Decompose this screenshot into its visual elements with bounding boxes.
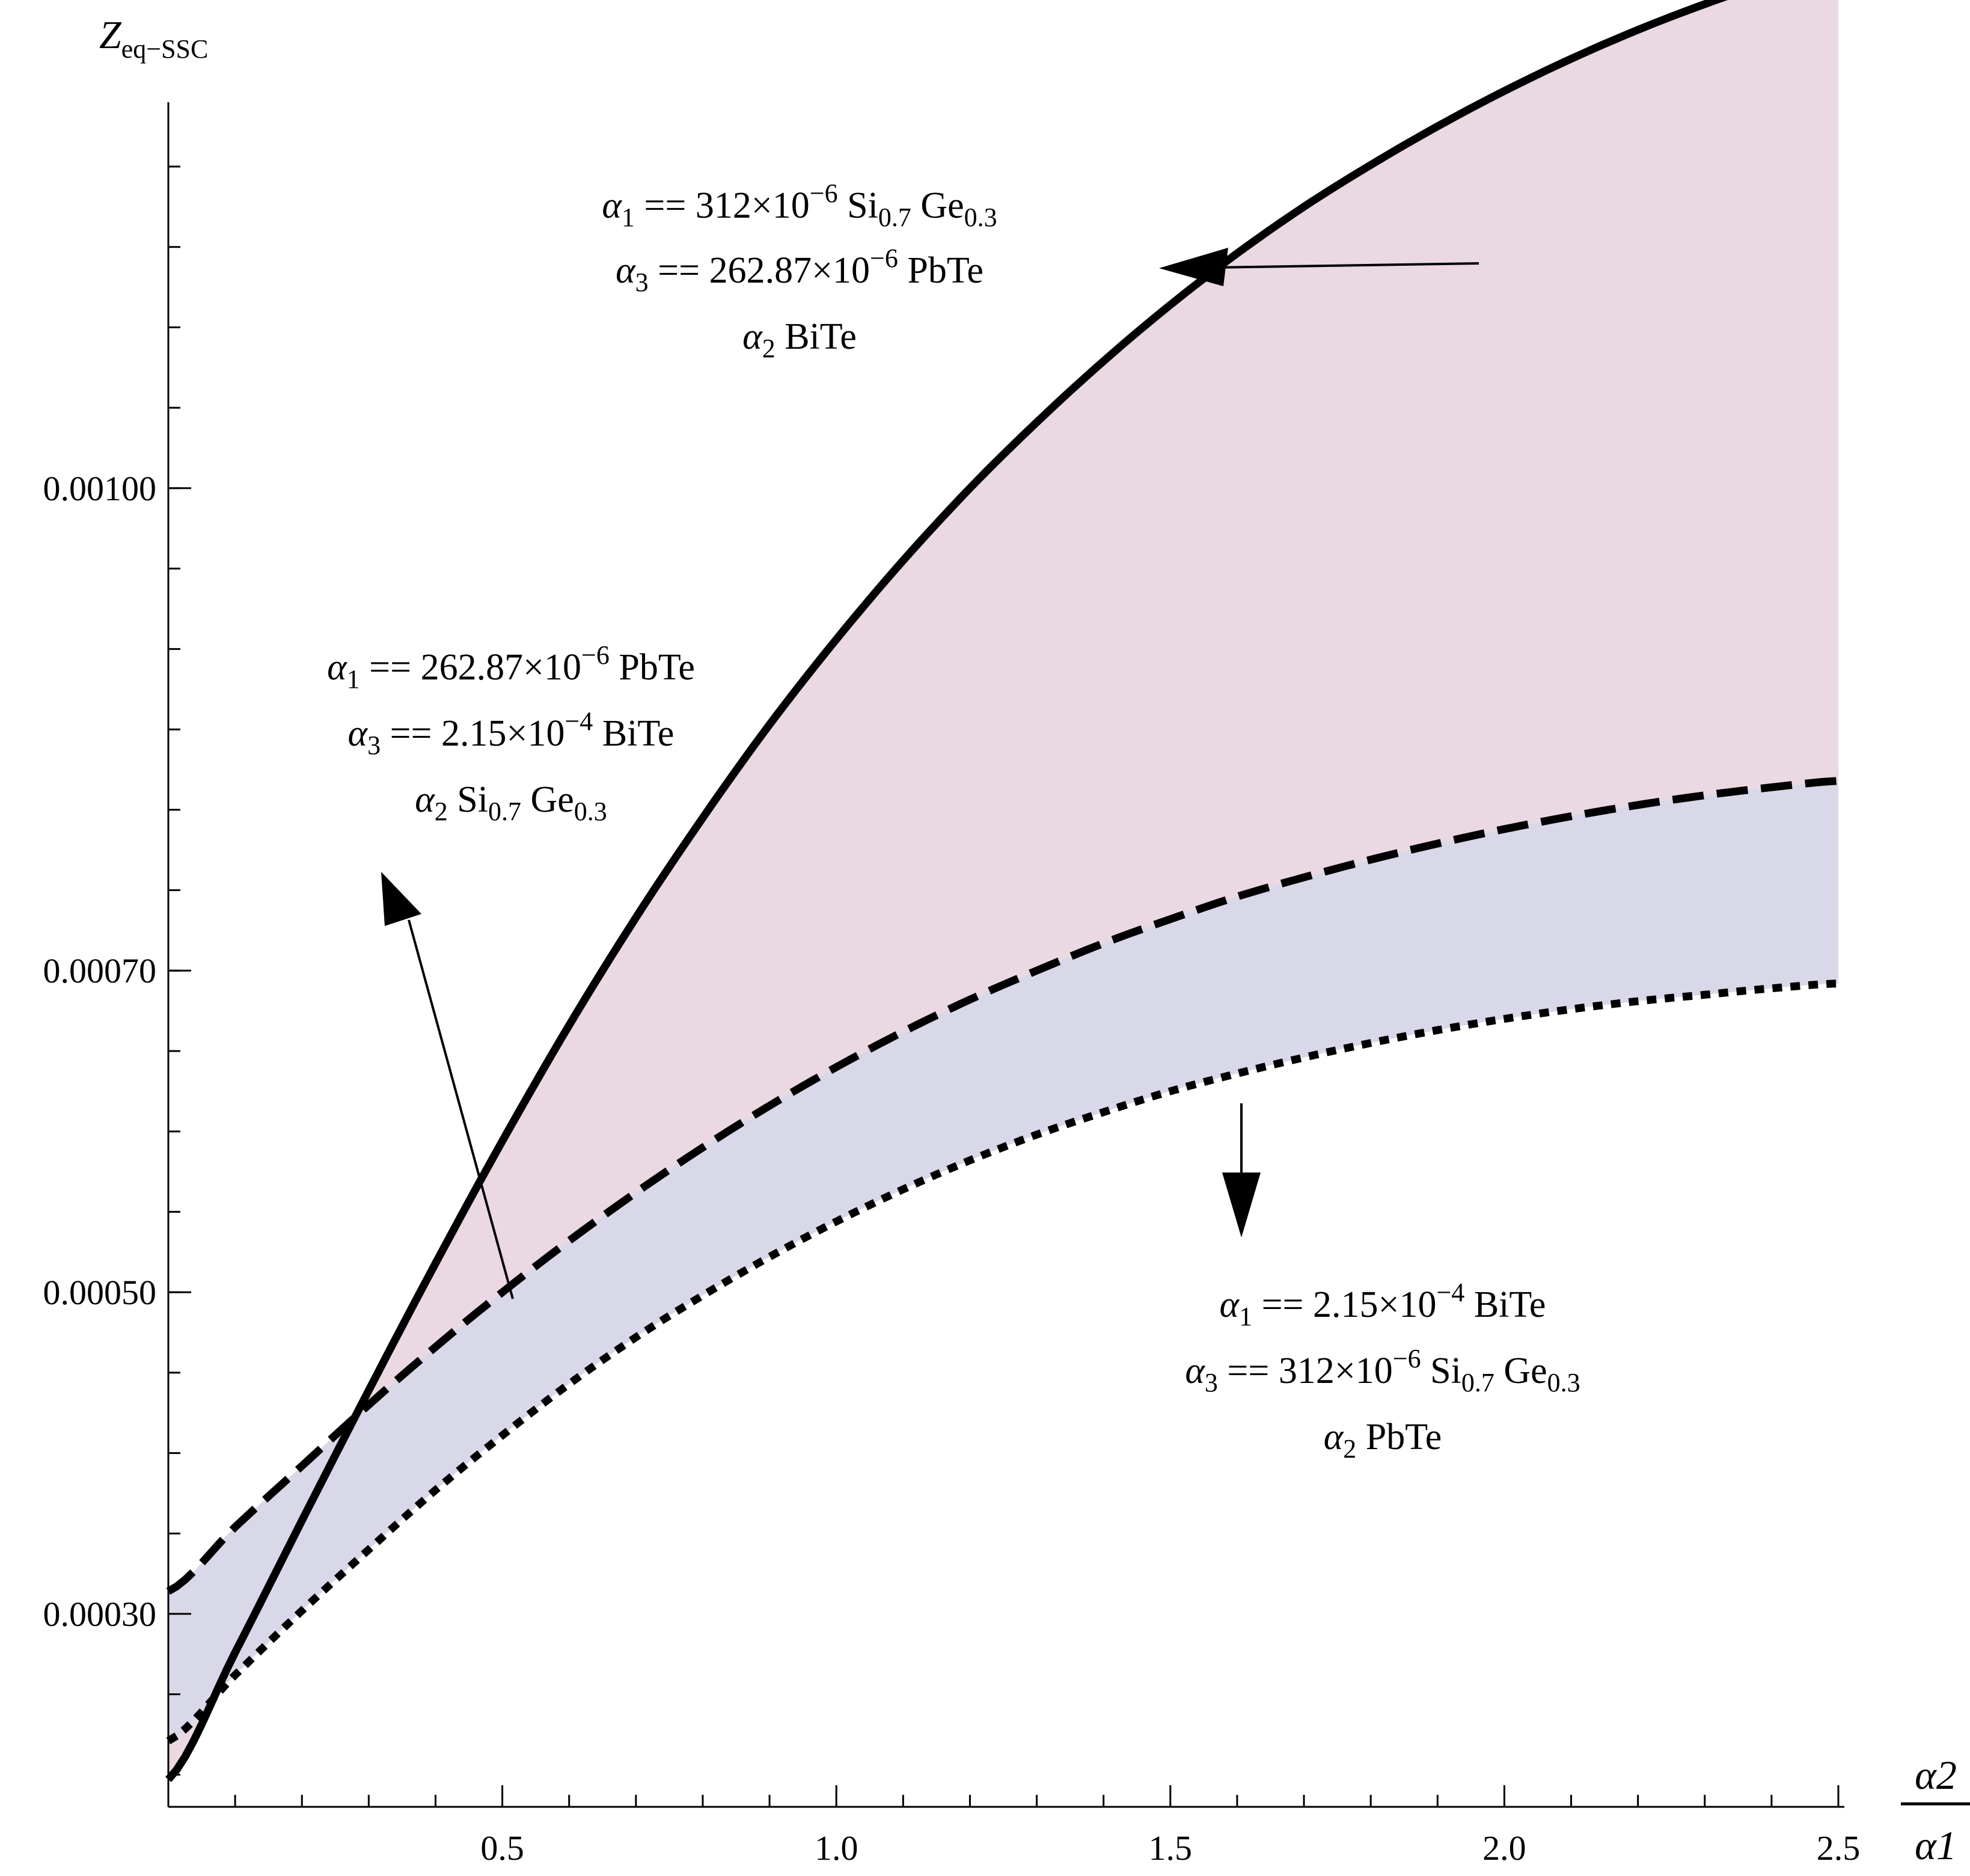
series-lines [165,0,1839,1782]
arrow-1-shaft [1214,262,1479,269]
annotation-3-line-3: α2 PbTe [1324,1417,1442,1464]
annotation-2: α1 == 262.87×10−6 PbTe α3 == 2.15×10−4 B… [327,640,695,826]
fill-region-2 [168,780,1838,1741]
annotation-3: α1 == 2.15×10−4 BiTe α3 == 312×10−6 Si0.… [1185,1278,1580,1464]
annotation-2-line-1: α1 == 262.87×10−6 PbTe [327,640,695,694]
fill-regions [168,0,1838,1780]
y-tick-label: 0.00100 [43,469,157,508]
y-tick-label: 0.00050 [43,1273,157,1312]
y-axis-label: Zeq−SSC [99,13,208,64]
series-line-dotted [166,979,1839,1744]
annotation-3-line-1: α1 == 2.15×10−4 BiTe [1220,1278,1546,1331]
x-tick-label: 1.0 [815,1828,858,1868]
arrow-2-head [381,872,421,926]
annotation-1-line-1: α1 == 312×10−6 Si0.7 Ge0.3 [602,179,997,232]
x-tick-label: 0.5 [480,1828,524,1868]
arrow-3-head [1222,1172,1261,1237]
axes: 0.5 1.0 1.5 2.0 2.5 0.00030 0.00050 0.00070 0.00… [43,102,1861,1868]
annotation-2-line-2: α3 == 2.15×10−4 BiTe [348,707,675,760]
annotation-3-line-2: α3 == 312×10−6 Si0.7 Ge0.3 [1185,1344,1580,1397]
annotation-arrows [381,248,1479,1299]
x-tick-label: 2.5 [1817,1828,1861,1868]
x-axis-label: α2 α1 [1901,1752,1970,1868]
series-line-dashed [166,777,1839,1595]
y-tick-label: 0.00030 [43,1595,157,1634]
annotation-2-line-3: α2 Si0.7 Ge0.3 [415,779,607,826]
x-axis-label-denominator: α1 [1915,1822,1957,1868]
arrow-2-shaft [408,919,514,1299]
y-tick-label: 0.00070 [43,951,157,990]
annotation-1: α1 == 312×10−6 Si0.7 Ge0.3 α3 == 262.87×… [602,179,997,363]
annotation-1-line-3: α2 BiTe [742,316,857,363]
x-tick-label: 1.5 [1149,1828,1193,1868]
x-tick-label: 2.0 [1482,1828,1526,1868]
x-axis-label-numerator: α2 [1915,1752,1957,1798]
series-line-solid [165,0,1728,1782]
annotation-1-line-2: α3 == 262.87×10−6 PbTe [616,244,983,297]
arrow-1-head [1159,248,1228,286]
fill-region-1 [168,0,1838,1780]
